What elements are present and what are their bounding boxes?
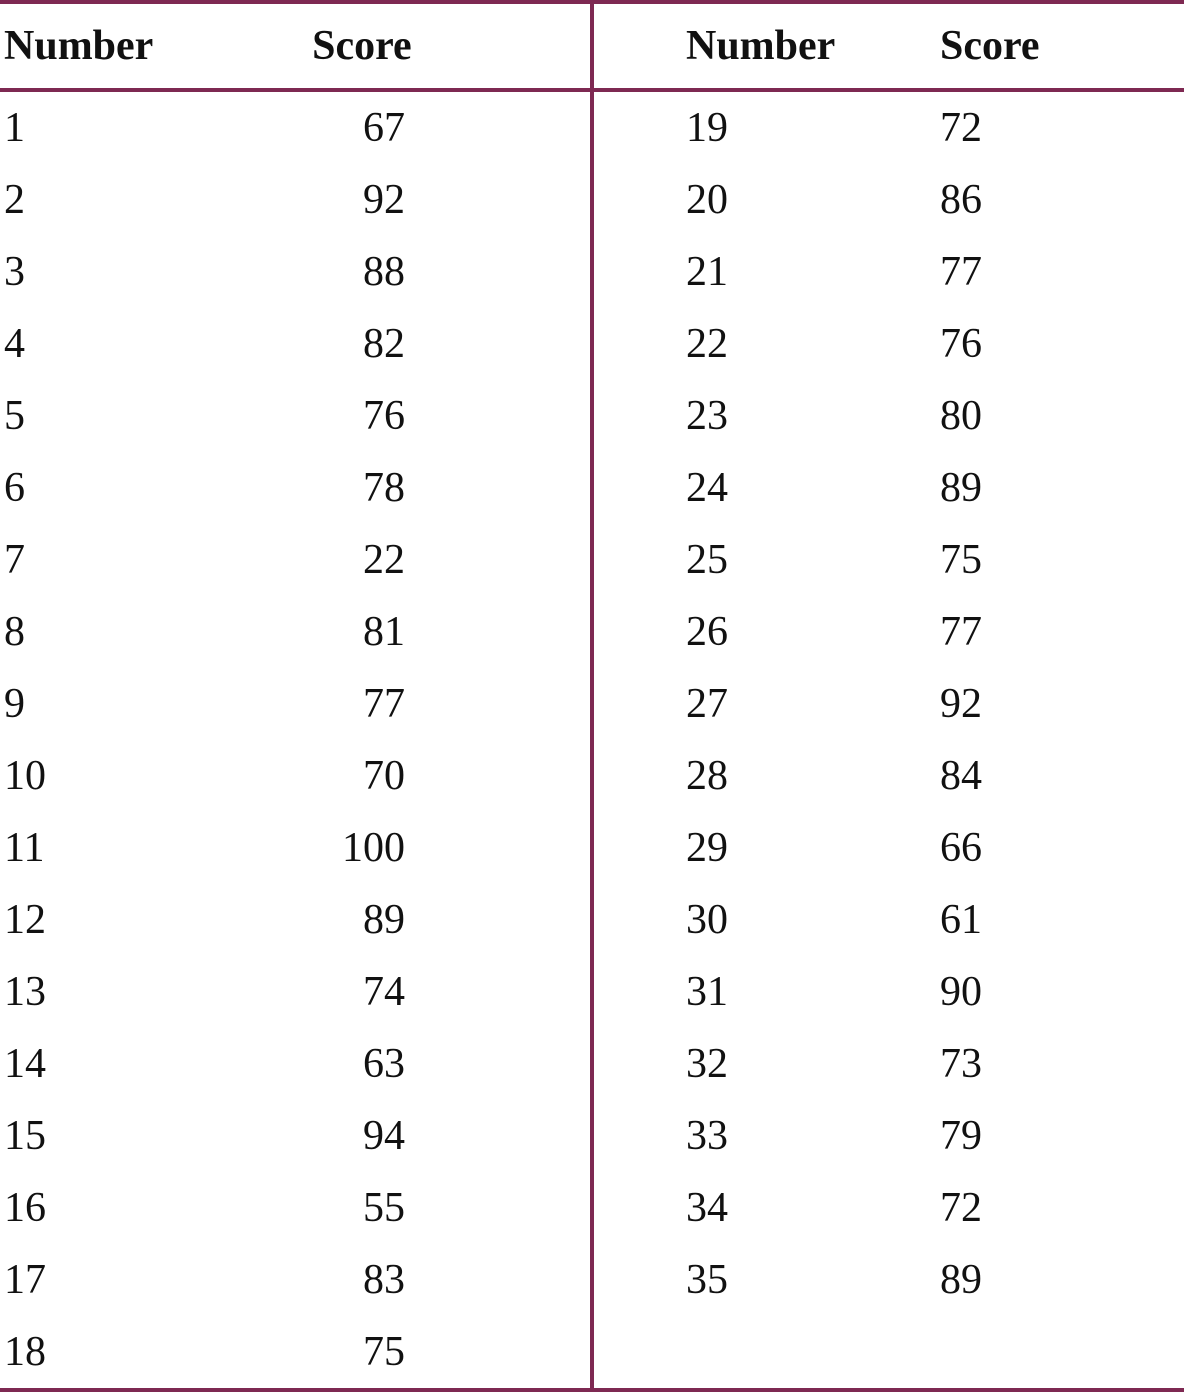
cell-number-left: 17: [0, 1244, 284, 1316]
table-row: 16 55 34 72: [0, 1172, 1184, 1244]
cell-number-left: 15: [0, 1100, 284, 1172]
cell-score-left: 74: [284, 956, 592, 1028]
table-row: 12 89 30 61: [0, 884, 1184, 956]
cell-score-left: 55: [284, 1172, 592, 1244]
cell-score-right: [888, 1316, 1184, 1390]
cell-score-left: 67: [284, 90, 592, 164]
cell-number-left: 1: [0, 90, 284, 164]
cell-score-left: 75: [284, 1316, 592, 1390]
cell-number-right: 22: [592, 308, 888, 380]
cell-score-left: 76: [284, 380, 592, 452]
table-row: 5 76 23 80: [0, 380, 1184, 452]
cell-number-right: 30: [592, 884, 888, 956]
table-row: 2 92 20 86: [0, 164, 1184, 236]
table-row: 8 81 26 77: [0, 596, 1184, 668]
cell-score-left: 92: [284, 164, 592, 236]
cell-number-left: 5: [0, 380, 284, 452]
header-score-right: Score: [888, 2, 1184, 90]
cell-number-left: 18: [0, 1316, 284, 1390]
table-row: 13 74 31 90: [0, 956, 1184, 1028]
table-row: 14 63 32 73: [0, 1028, 1184, 1100]
cell-score-right: 66: [888, 812, 1184, 884]
cell-score-left: 78: [284, 452, 592, 524]
cell-score-left: 88: [284, 236, 592, 308]
cell-score-right: 80: [888, 380, 1184, 452]
cell-number-left: 14: [0, 1028, 284, 1100]
cell-number-right: 23: [592, 380, 888, 452]
table-row: 15 94 33 79: [0, 1100, 1184, 1172]
table-row: 3 88 21 77: [0, 236, 1184, 308]
cell-score-left: 22: [284, 524, 592, 596]
cell-score-left: 94: [284, 1100, 592, 1172]
table-row: 9 77 27 92: [0, 668, 1184, 740]
cell-number-right: 26: [592, 596, 888, 668]
cell-score-left: 100: [284, 812, 592, 884]
cell-number-right: 35: [592, 1244, 888, 1316]
cell-score-right: 89: [888, 1244, 1184, 1316]
cell-number-left: 12: [0, 884, 284, 956]
cell-score-right: 92: [888, 668, 1184, 740]
cell-score-right: 76: [888, 308, 1184, 380]
header-row: Number Score Number Score: [0, 2, 1184, 90]
cell-score-right: 72: [888, 90, 1184, 164]
table-header: Number Score Number Score: [0, 2, 1184, 90]
score-table-container: Number Score Number Score 1 67 19 72 2 9…: [0, 0, 1184, 1319]
cell-number-left: 7: [0, 524, 284, 596]
cell-number-right: 28: [592, 740, 888, 812]
table-row: 17 83 35 89: [0, 1244, 1184, 1316]
cell-score-right: 89: [888, 452, 1184, 524]
cell-number-right: 20: [592, 164, 888, 236]
cell-number-right: 29: [592, 812, 888, 884]
cell-score-right: 73: [888, 1028, 1184, 1100]
score-table: Number Score Number Score 1 67 19 72 2 9…: [0, 0, 1184, 1392]
cell-score-left: 81: [284, 596, 592, 668]
cell-number-right: 31: [592, 956, 888, 1028]
cell-score-left: 89: [284, 884, 592, 956]
cell-number-right: [592, 1316, 888, 1390]
cell-number-right: 32: [592, 1028, 888, 1100]
table-row: 7 22 25 75: [0, 524, 1184, 596]
cell-score-right: 84: [888, 740, 1184, 812]
table-row: 18 75: [0, 1316, 1184, 1390]
table-body: 1 67 19 72 2 92 20 86 3 88 21 77 4 82 22: [0, 90, 1184, 1390]
table-row: 1 67 19 72: [0, 90, 1184, 164]
cell-number-right: 25: [592, 524, 888, 596]
cell-number-left: 4: [0, 308, 284, 380]
cell-score-right: 90: [888, 956, 1184, 1028]
cell-number-right: 34: [592, 1172, 888, 1244]
cell-number-left: 8: [0, 596, 284, 668]
table-row: 10 70 28 84: [0, 740, 1184, 812]
header-score-left: Score: [284, 2, 592, 90]
cell-score-left: 82: [284, 308, 592, 380]
cell-number-left: 13: [0, 956, 284, 1028]
cell-number-right: 24: [592, 452, 888, 524]
cell-number-left: 3: [0, 236, 284, 308]
cell-score-right: 86: [888, 164, 1184, 236]
cell-score-right: 72: [888, 1172, 1184, 1244]
table-row: 6 78 24 89: [0, 452, 1184, 524]
cell-number-right: 33: [592, 1100, 888, 1172]
cell-score-left: 77: [284, 668, 592, 740]
cell-number-right: 21: [592, 236, 888, 308]
cell-score-right: 79: [888, 1100, 1184, 1172]
header-number-left: Number: [0, 2, 284, 90]
cell-number-right: 19: [592, 90, 888, 164]
cell-score-right: 77: [888, 596, 1184, 668]
table-row: 11 100 29 66: [0, 812, 1184, 884]
cell-number-left: 16: [0, 1172, 284, 1244]
cell-number-left: 10: [0, 740, 284, 812]
cell-score-right: 61: [888, 884, 1184, 956]
cell-score-right: 75: [888, 524, 1184, 596]
cell-score-left: 83: [284, 1244, 592, 1316]
cell-number-left: 9: [0, 668, 284, 740]
cell-score-left: 70: [284, 740, 592, 812]
cell-number-right: 27: [592, 668, 888, 740]
header-number-right: Number: [592, 2, 888, 90]
cell-number-left: 2: [0, 164, 284, 236]
table-row: 4 82 22 76: [0, 308, 1184, 380]
cell-score-left: 63: [284, 1028, 592, 1100]
cell-number-left: 6: [0, 452, 284, 524]
cell-number-left: 11: [0, 812, 284, 884]
cell-score-right: 77: [888, 236, 1184, 308]
